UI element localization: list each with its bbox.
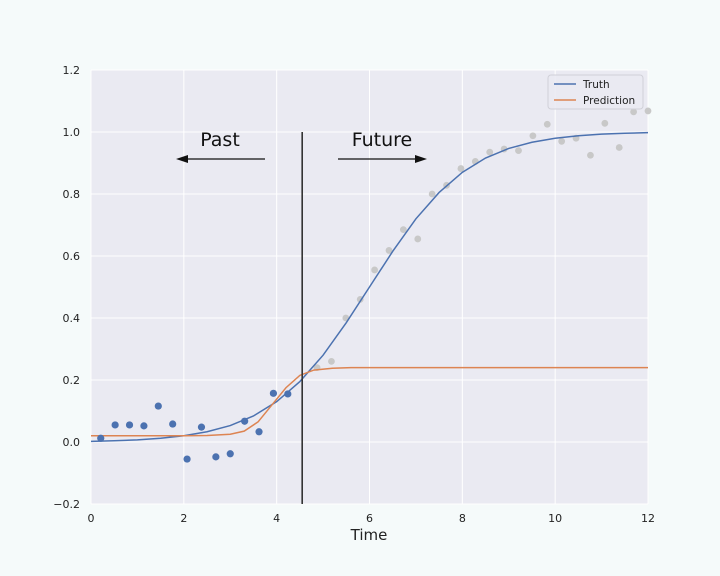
x-tick-label: 10 [548,512,562,525]
observed-point [284,390,292,398]
observed-point [183,455,191,463]
y-tick-label: 0.0 [63,436,81,449]
future-point [486,148,494,156]
x-axis-ticks: 0 2 4 6 8 10 12 [88,512,656,525]
grid-lines [90,69,649,505]
series-line-prediction [91,366,648,437]
future-point [328,358,335,365]
future-point [543,120,551,128]
observed-point [241,417,249,425]
legend: Truth Prediction [547,74,644,110]
future-point [558,137,566,145]
future-point [457,165,465,172]
past-label: Past [200,129,240,151]
y-tick-label: 1.2 [63,64,81,77]
future-point [428,190,436,198]
observed-point [197,423,206,431]
y-tick-label: 0.4 [63,312,81,325]
y-tick-label: 0.6 [63,250,81,263]
y-tick-label: 0.8 [63,188,81,201]
observed-point [226,450,234,458]
legend-label-truth: Truth [582,79,610,91]
x-tick-label: 0 [88,512,95,525]
observed-points [97,389,292,463]
x-tick-label: 12 [641,512,655,525]
x-tick-label: 2 [180,512,187,525]
future-point [644,107,652,115]
series-lines [90,131,649,443]
future-point [385,247,393,254]
observed-point [255,428,263,436]
future-point [615,144,623,151]
past-arrow-head [176,155,188,163]
future-point [630,108,638,116]
legend-label-prediction: Prediction [583,95,635,107]
future-point [399,226,407,234]
observed-point [269,389,278,397]
future-point [601,119,609,127]
future-point [529,132,537,140]
x-axis-label: Time [350,526,388,544]
y-tick-label: 1.0 [63,126,81,139]
future-point [587,151,594,159]
y-axis-ticks: −0.2 0.0 0.2 0.4 0.6 0.8 1.0 1.2 [53,64,80,511]
observed-point [212,453,220,461]
x-tick-label: 8 [459,512,466,525]
future-point [414,235,422,243]
past-annotation: Past [176,129,265,163]
future-annotation: Future [338,129,427,163]
observed-point [111,421,119,429]
future-point [371,266,379,274]
y-tick-label: −0.2 [53,498,80,511]
future-arrow-head [415,155,427,163]
x-tick-label: 6 [366,512,373,525]
future-point [515,147,522,155]
observed-point [169,420,177,428]
observed-point [154,402,162,410]
observed-point [140,422,148,430]
observed-point [97,434,105,442]
future-label: Future [352,129,413,151]
observed-point [125,421,134,429]
x-tick-label: 4 [273,512,280,525]
y-tick-label: 0.2 [63,374,81,387]
